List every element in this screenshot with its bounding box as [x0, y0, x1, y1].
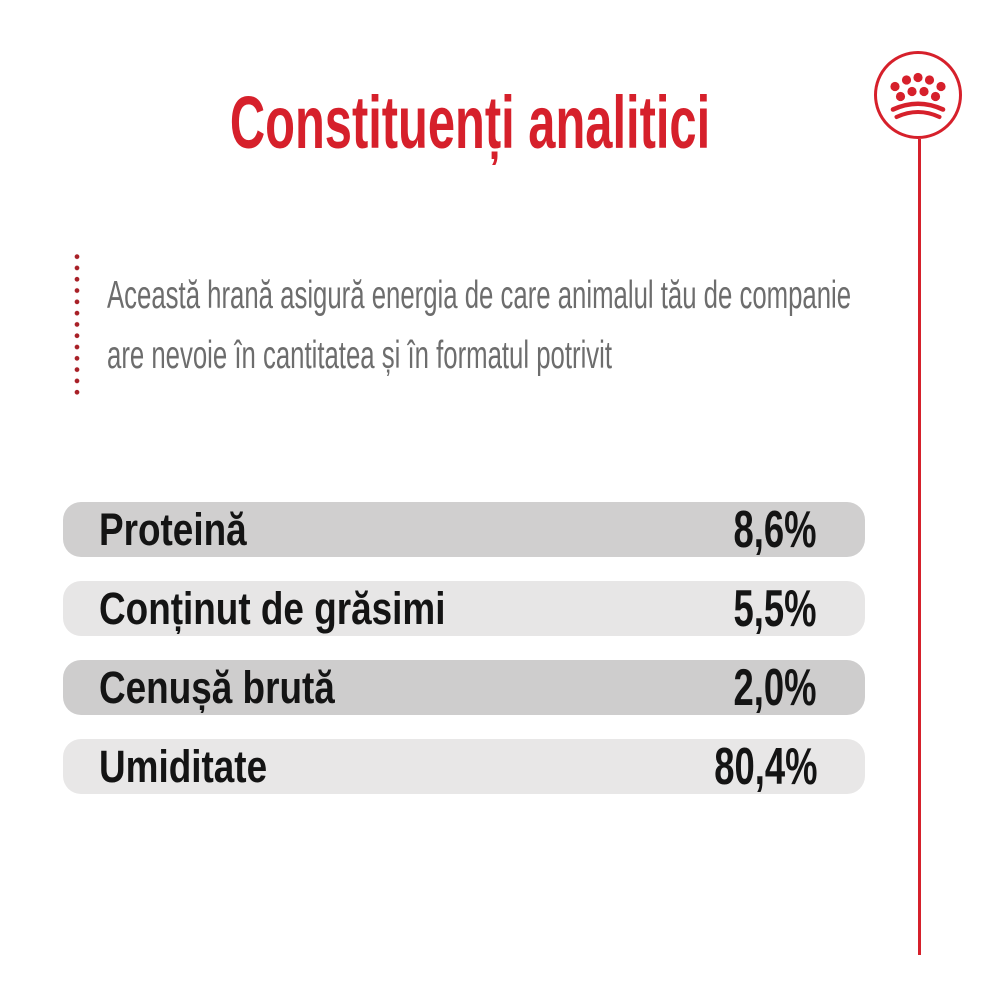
nutrient-value: 2,0% — [734, 658, 817, 717]
nutrient-row: Cenușă brută 2,0% — [63, 660, 865, 715]
intro-line-1: Această hrană asigură energia de care an… — [107, 274, 852, 317]
nutrient-row: Proteină 8,6% — [63, 502, 865, 557]
nutrient-label: Umiditate — [99, 741, 268, 792]
dotted-accent-line — [74, 251, 80, 399]
nutrient-table: Proteină 8,6% Conținut de grăsimi 5,5% C… — [63, 502, 865, 794]
crown-icon — [889, 72, 946, 119]
intro-paragraph: Această hrană asigură energia de care an… — [107, 266, 899, 386]
nutrient-value: 5,5% — [734, 579, 817, 638]
page-title: Constituenți analitici — [229, 81, 711, 164]
nutrient-row: Umiditate 80,4% — [63, 739, 865, 794]
royal-canin-logo — [874, 51, 962, 139]
nutrient-label: Proteină — [99, 504, 247, 555]
logo-stem-line — [918, 139, 921, 955]
nutrient-label: Conținut de grăsimi — [99, 583, 446, 634]
nutrient-label: Cenușă brută — [99, 662, 335, 713]
nutrient-row: Conținut de grăsimi 5,5% — [63, 581, 865, 636]
nutrient-value: 8,6% — [734, 500, 817, 559]
nutrient-value: 80,4% — [713, 737, 817, 796]
intro-line-2: are nevoie în cantitatea și în formatul … — [107, 334, 613, 377]
